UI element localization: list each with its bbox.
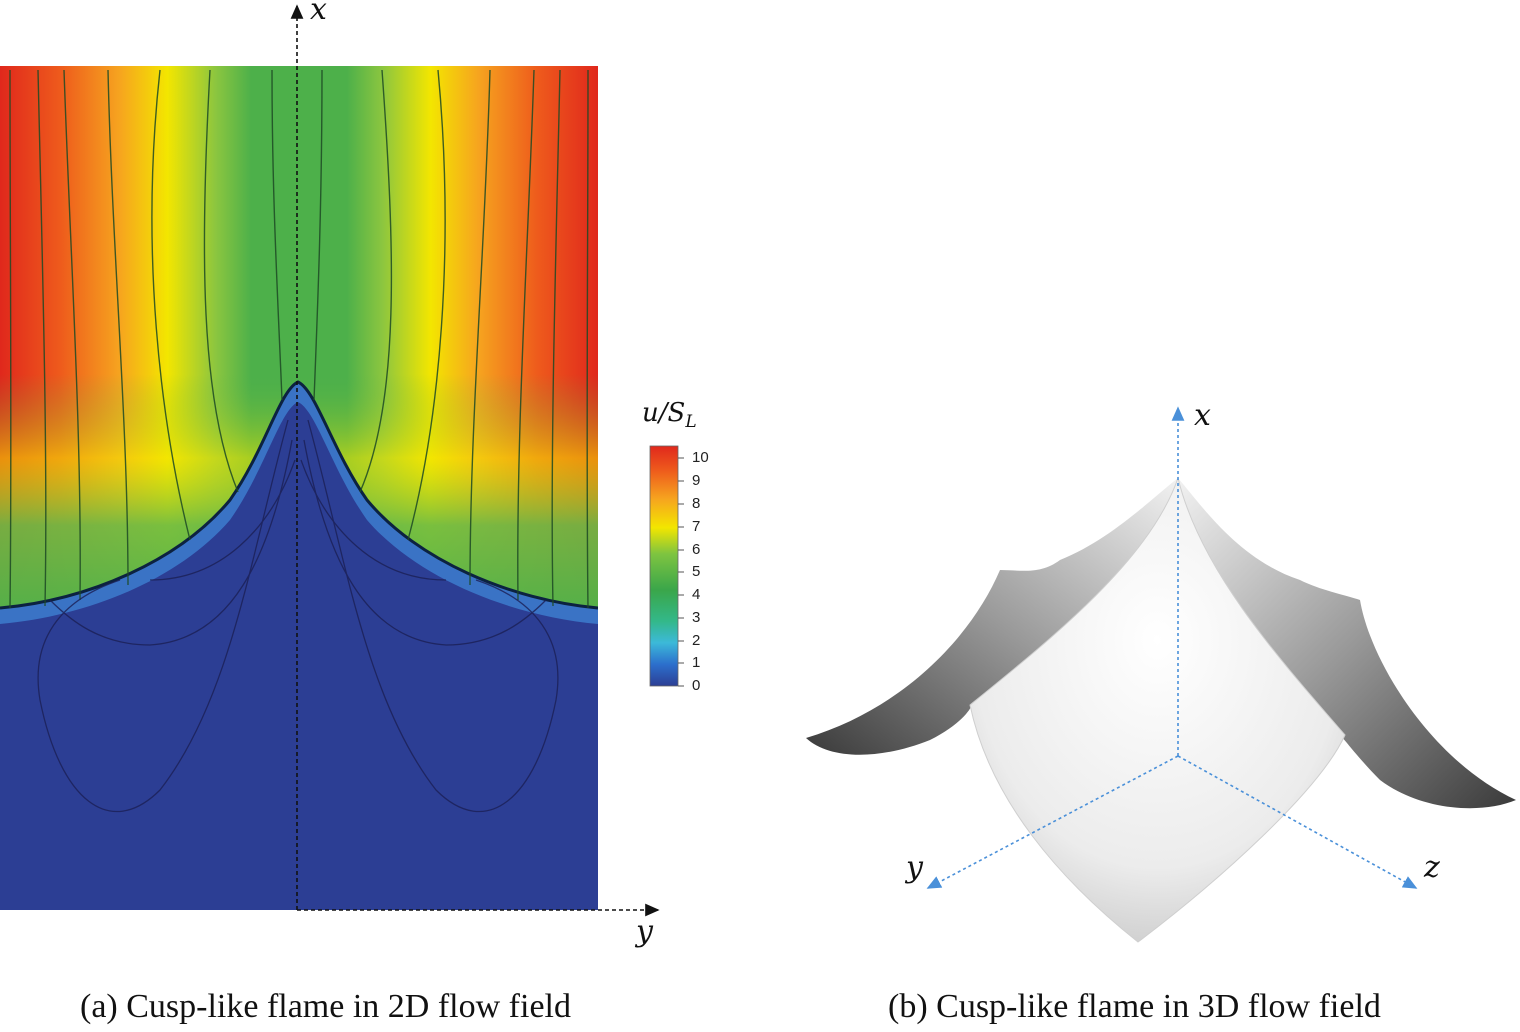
burnt-region bbox=[0, 382, 598, 910]
colorbar-tick-label: 4 bbox=[692, 586, 701, 603]
colorbar-tick-label: 7 bbox=[692, 518, 701, 535]
streamlines-burnt bbox=[37, 419, 559, 813]
axis-label-x-3d: x bbox=[1194, 398, 1211, 433]
flame-glow bbox=[0, 382, 598, 624]
axis-y-3d bbox=[926, 755, 1179, 889]
flame-wing-left bbox=[806, 478, 1178, 755]
colorbar-bar bbox=[649, 445, 679, 687]
flame-shell-front bbox=[969, 476, 1346, 943]
caption-panel-b: (b) Cusp-like flame in 3D flow field bbox=[888, 988, 1381, 1025]
colorbar-title: u/SL bbox=[642, 398, 697, 433]
colorbar-tick-label: 5 bbox=[692, 563, 701, 580]
colorbar-tick-label: 8 bbox=[692, 495, 701, 512]
flame-wing-right bbox=[1178, 478, 1516, 809]
colorbar-tick-label: 9 bbox=[692, 472, 701, 489]
flame-front bbox=[0, 380, 598, 610]
axis-label-y-3d: y bbox=[906, 850, 923, 885]
colorbar-tick-label: 2 bbox=[692, 632, 701, 649]
colorbar-tick-label: 0 bbox=[692, 677, 701, 694]
colorbar-tick-label: 1 bbox=[692, 654, 701, 671]
contour-plot-2d bbox=[0, 66, 598, 910]
colorbar-tick-label: 10 bbox=[692, 449, 709, 466]
colorbar-tick-label: 6 bbox=[692, 541, 701, 558]
flame-surface-3d bbox=[806, 476, 1516, 943]
caption-panel-a: (a) Cusp-like flame in 2D flow field bbox=[80, 988, 571, 1025]
axis-label-z-3d: z bbox=[1424, 850, 1440, 885]
axis-label-y-2d: y bbox=[636, 914, 653, 949]
axis-label-x-2d: x bbox=[310, 0, 327, 27]
colorbar-tick-marks bbox=[678, 457, 684, 687]
streamlines-unburnt bbox=[9, 69, 589, 609]
colorbar-tick-label: 3 bbox=[692, 609, 701, 626]
